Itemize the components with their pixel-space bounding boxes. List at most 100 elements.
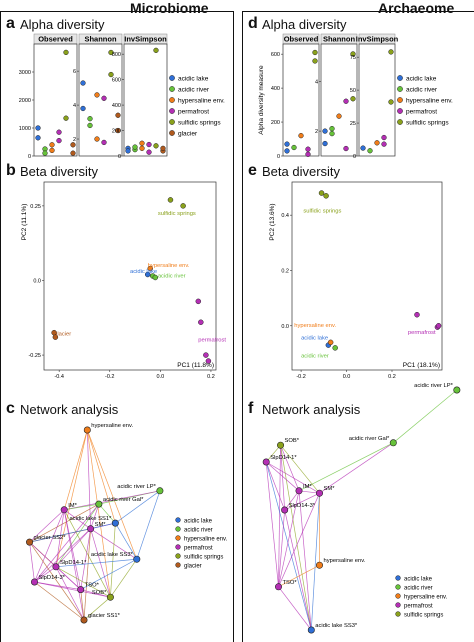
data-point	[146, 149, 152, 155]
network-edge	[83, 596, 111, 621]
legend-label: glacier	[178, 131, 198, 138]
legend-swatch	[395, 575, 401, 581]
panel-d-title: Alpha diversity	[262, 17, 347, 32]
network-edge	[280, 445, 300, 491]
network-edge	[90, 528, 111, 598]
panel-e-title: Beta diversity	[262, 164, 341, 179]
data-point	[87, 122, 93, 129]
panel-c-title: Network analysis	[20, 402, 119, 417]
node-label: acidic lake SS3*	[315, 623, 358, 629]
legend-swatch	[175, 517, 181, 523]
y-tick-label: 2000	[19, 98, 31, 104]
y-tick-label: 0	[28, 154, 31, 160]
network-edge	[265, 444, 281, 463]
plot-area	[43, 181, 217, 371]
node-label: glacier SS1*	[88, 613, 121, 619]
data-point	[144, 271, 151, 278]
y-tick-label: 600	[271, 52, 280, 58]
x-tick-label: -0.2	[296, 374, 305, 380]
network-edge	[115, 522, 138, 560]
node-label: acidic river Gal*	[103, 497, 144, 503]
data-point	[94, 136, 100, 142]
data-point	[56, 129, 62, 135]
data-point	[414, 311, 420, 318]
x-axis-label: PC1 (11.8%)	[177, 362, 214, 369]
network-node	[315, 489, 323, 497]
data-point	[350, 51, 356, 57]
network-edge	[265, 461, 312, 631]
facet-panel	[358, 43, 396, 157]
legend-swatch	[169, 86, 175, 92]
facet-label: Observed	[284, 35, 319, 44]
network-edge	[55, 528, 91, 568]
point-label: glacier	[54, 332, 71, 338]
network-node	[133, 555, 141, 563]
x-tick-label: -0.2	[105, 374, 114, 380]
data-point	[180, 203, 186, 209]
data-point	[195, 298, 202, 305]
network-node	[87, 525, 95, 533]
y-tick-label: 600	[112, 78, 121, 84]
network-node	[156, 487, 164, 495]
node-label: IM*	[303, 484, 312, 490]
network-node	[80, 616, 88, 624]
network-edge	[136, 490, 161, 560]
legend-label: sulfidic springs	[184, 554, 223, 560]
network-edge	[63, 509, 111, 598]
panel-d-letter: d	[248, 15, 258, 32]
microbiome-header: Microbiome	[130, 0, 209, 16]
legend-label: acidic river	[184, 527, 213, 533]
network-edge	[319, 442, 394, 494]
data-point	[153, 47, 159, 54]
node-label: acidic river LP*	[414, 383, 453, 389]
data-point	[318, 190, 325, 196]
facet-panel	[78, 43, 123, 157]
data-point	[291, 144, 297, 151]
network-node	[315, 561, 323, 569]
legend-swatch	[397, 86, 403, 92]
network-edge	[34, 566, 57, 583]
data-point	[63, 115, 69, 121]
network-edge	[64, 490, 160, 511]
legend-swatch	[397, 119, 403, 125]
data-point	[388, 99, 394, 105]
data-point	[367, 148, 373, 154]
panel-a-title: Alpha diversity	[20, 17, 105, 32]
network-edge	[278, 445, 281, 587]
legend-label: sulfidic springs	[404, 612, 443, 618]
y-tick-label: -0.25	[28, 353, 41, 359]
data-point	[49, 142, 55, 148]
point-label: sulfidic springs	[303, 208, 341, 214]
legend-swatch	[175, 535, 181, 541]
data-point	[327, 339, 334, 346]
network-edge	[55, 566, 81, 590]
y-tick-label: 400	[112, 103, 121, 109]
point-label: sulfidic springs	[158, 211, 196, 217]
node-label: acidic lake SS1*	[69, 516, 112, 522]
data-point	[139, 140, 145, 146]
facet-panel	[123, 43, 168, 157]
network-edge	[83, 528, 91, 621]
network-edge	[55, 509, 65, 567]
data-point	[305, 146, 311, 152]
network-node	[274, 583, 282, 591]
data-point	[312, 58, 318, 64]
network-edge	[80, 589, 111, 598]
node-label: SM*	[95, 522, 107, 528]
panel-b-title: Beta diversity	[20, 164, 99, 179]
network-node	[52, 563, 60, 571]
network-edge	[98, 503, 116, 524]
data-point	[146, 141, 152, 148]
network-edge	[64, 503, 99, 511]
network-edge	[393, 389, 458, 444]
network-edge	[86, 429, 91, 529]
network-edge	[34, 528, 91, 583]
legend-label: hypersaline env.	[184, 536, 228, 542]
legend-label: hypersaline env.	[406, 98, 453, 105]
network-edge	[29, 541, 85, 621]
x-tick-label: -0.4	[54, 374, 63, 380]
